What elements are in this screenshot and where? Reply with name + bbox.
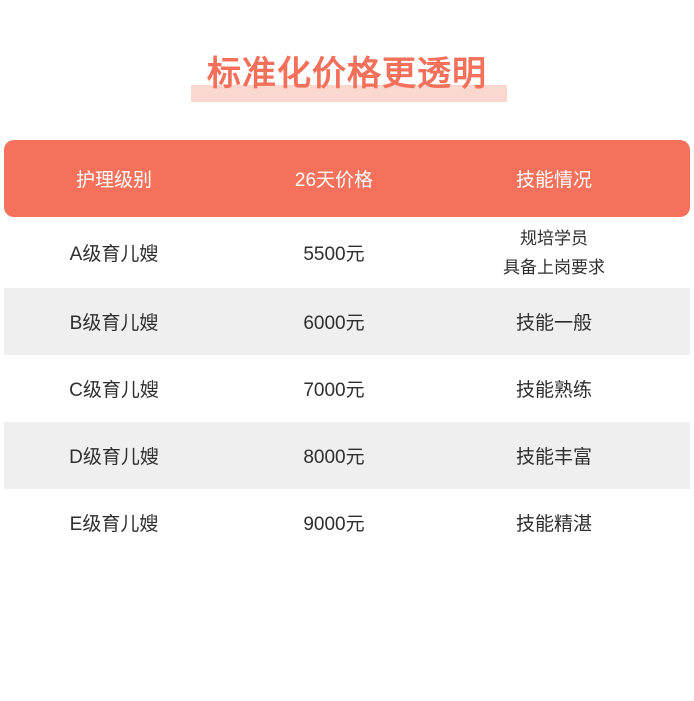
header-cell-level: 护理级别 (75, 170, 152, 191)
cell-price: 5500元 (303, 244, 365, 265)
cell-level: E级育儿嫂 (69, 514, 159, 535)
cell-level: B级育儿嫂 (69, 313, 159, 334)
cell-price: 7000元 (303, 380, 365, 401)
cell-level: C级育儿嫂 (69, 380, 159, 401)
cell-skill: 技能精湛 (515, 514, 592, 535)
cell-price: 8000元 (303, 447, 365, 468)
cell-skill: 规培学员 具备上岗要求 (444, 224, 664, 282)
title-section: 标准化价格更透明 (0, 0, 694, 102)
cell-price: 6000元 (303, 313, 365, 334)
header-cell-price: 26天价格 (294, 170, 374, 191)
table-row: B级育儿嫂 6000元 技能一般 (4, 288, 690, 355)
table-row: A级育儿嫂 5500元 规培学员 具备上岗要求 (4, 217, 690, 288)
title-highlight-bar (191, 85, 507, 102)
header-cell-skill: 技能情况 (515, 170, 592, 191)
cell-price: 9000元 (303, 514, 365, 535)
cell-skill: 技能一般 (515, 313, 592, 334)
skill-note-line: 具备上岗要求 (503, 257, 605, 277)
skill-line: 规培学员 (520, 228, 588, 248)
page-title: 标准化价格更透明 (191, 53, 507, 102)
table-row: D级育儿嫂 8000元 技能丰富 (4, 422, 690, 489)
cell-level: D级育儿嫂 (69, 447, 159, 468)
cell-level: A级育儿嫂 (69, 244, 159, 265)
table-row: E级育儿嫂 9000元 技能精湛 (4, 489, 690, 556)
table-row: C级育儿嫂 7000元 技能熟练 (4, 355, 690, 422)
page-title-text: 标准化价格更透明 (207, 55, 487, 93)
cell-skill: 技能熟练 (515, 380, 592, 401)
pricing-table: 护理级别 26天价格 技能情况 A级育儿嫂 5500元 规培学员 具备上岗要求 … (4, 140, 690, 556)
cell-skill: 技能丰富 (515, 447, 592, 468)
table-header-row: 护理级别 26天价格 技能情况 (4, 140, 690, 217)
